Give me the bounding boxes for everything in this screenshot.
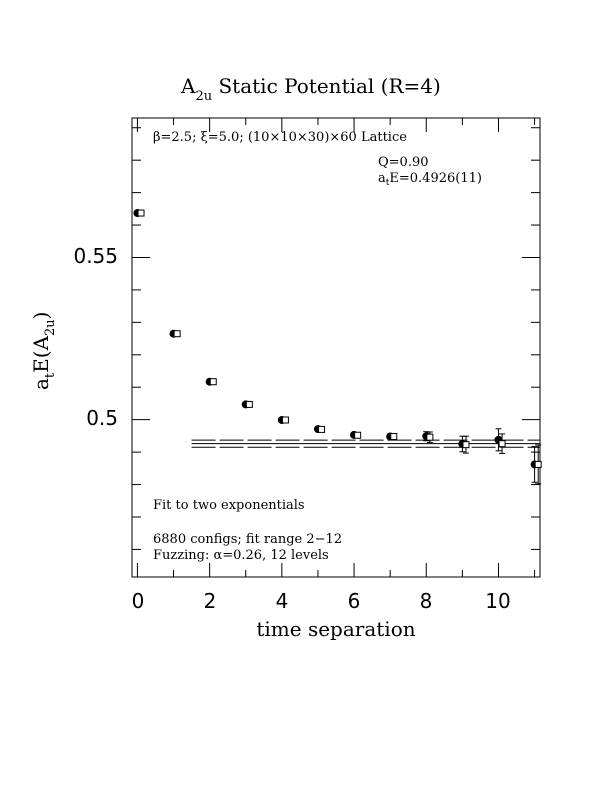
y-label-a: a <box>29 378 53 390</box>
x-tick-label-0: 0 <box>132 589 145 613</box>
data-point-square <box>462 441 470 449</box>
fit-description: Fit to two exponentials <box>153 498 305 513</box>
data-point-square <box>498 440 506 448</box>
y-tick-label-0-55: 0.55 <box>73 244 118 268</box>
data-point-square <box>318 425 326 433</box>
data-point-square <box>390 433 398 441</box>
data-points <box>133 209 542 485</box>
data-point-square <box>534 460 542 468</box>
title-subscript: 2u <box>195 89 212 104</box>
x-tick-label-8: 8 <box>420 589 433 613</box>
fuzzing-annotation: Fuzzing: α=0.26, 12 levels <box>153 548 329 563</box>
title-main: A <box>180 74 196 98</box>
energy-t: t <box>386 178 390 188</box>
y-tick-label-0-5: 0.5 <box>86 406 118 430</box>
fit-band <box>191 439 540 448</box>
x-tick-label-6: 6 <box>348 589 361 613</box>
y-tick-labels: 0.5 0.55 <box>73 244 118 430</box>
chart-title: A2u Static Potential (R=4) <box>180 74 441 104</box>
data-point-square <box>245 400 253 408</box>
energy-value: E=0.4926(11) <box>389 171 482 186</box>
x-tick-label-10: 10 <box>485 589 510 613</box>
x-tick-labels: 0 2 4 6 8 10 <box>132 589 511 613</box>
configs-annotation: 6880 configs; fit range 2−12 <box>153 532 342 547</box>
data-point-square <box>354 431 362 439</box>
title-rest: Static Potential (R=4) <box>212 74 441 98</box>
data-point-square <box>173 330 181 338</box>
x-tick-label-2: 2 <box>204 589 217 613</box>
energy-a: a <box>378 171 386 186</box>
y-axis-label: atE(A2u) <box>29 312 58 391</box>
axis-ticks <box>132 118 540 577</box>
data-point-square <box>281 416 289 424</box>
data-point-square <box>426 433 434 441</box>
plot-frame <box>131 117 541 578</box>
x-tick-label-4: 4 <box>276 589 289 613</box>
y-label-close: ) <box>29 312 53 320</box>
data-point-square <box>137 209 145 217</box>
data-point-square <box>209 378 217 386</box>
energy-annotation: atE=0.4926(11) <box>378 171 482 188</box>
lattice-annotation: β=2.5; ξ=5.0; (10×10×30)×60 Lattice <box>153 130 407 145</box>
x-axis-label: time separation <box>256 617 415 641</box>
q-annotation: Q=0.90 <box>378 155 429 170</box>
y-label-sub: t <box>43 372 58 378</box>
y-label-sub2: 2u <box>43 319 58 336</box>
y-label-rest: E(A <box>29 335 53 372</box>
